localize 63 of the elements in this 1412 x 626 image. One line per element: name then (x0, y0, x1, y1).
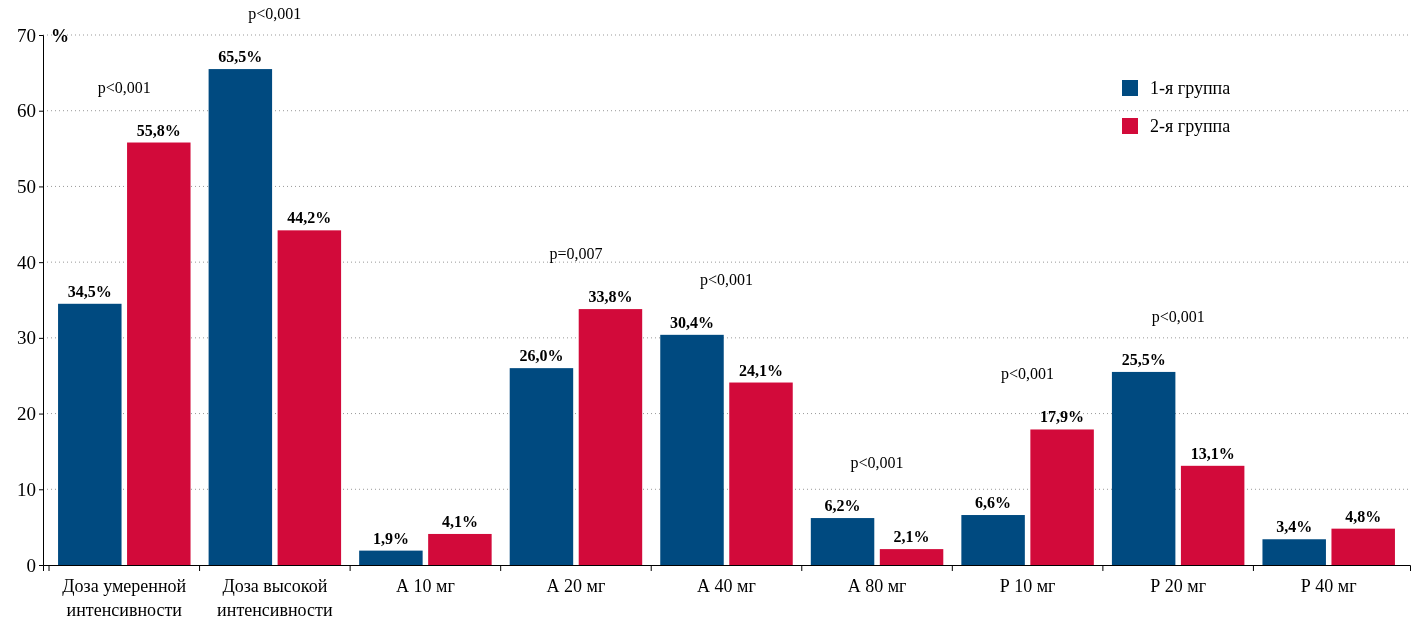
y-tick-label: 60 (17, 100, 36, 122)
bar (208, 69, 273, 565)
text: 2,1% (893, 528, 930, 546)
text: 4,1% (441, 512, 478, 530)
x-tick-label: А 20 мг (546, 576, 606, 596)
x-tick-label: Р 10 мг (999, 576, 1056, 596)
bar (1331, 528, 1395, 565)
x-tick-label: А 10 мг (396, 576, 455, 596)
text: 3,4% (1276, 518, 1313, 536)
bar (578, 309, 643, 565)
text: 24,1% (739, 361, 783, 379)
y-tick-label: 40 (17, 251, 36, 273)
bar (359, 550, 423, 565)
bar (729, 382, 793, 565)
annotation: p<0,001 (850, 454, 904, 473)
y-tick-label: 30 (17, 327, 36, 349)
text: 25,5% (1121, 350, 1166, 368)
bar (879, 549, 944, 565)
text: 13,1% (1190, 444, 1235, 462)
annotation: p<0,001 (1001, 365, 1055, 384)
x-tick-label: Доза высокой интенсивности (217, 576, 333, 620)
bar (1111, 371, 1176, 565)
text: p<0,001 (248, 5, 302, 24)
bar (961, 515, 1025, 565)
bar (127, 142, 191, 565)
text: 26,0% (519, 347, 564, 365)
annotation: p<0,001 (699, 270, 754, 289)
x-tick-label: Р 20 мг (1150, 576, 1207, 596)
y-tick-label: 10 (17, 478, 36, 500)
bar (1030, 429, 1094, 565)
x-tick-label: Доза умеренной интенсивности (62, 576, 187, 620)
text: 1,9% (372, 529, 409, 547)
text: 6,6% (975, 494, 1012, 512)
text: 33,8% (588, 288, 633, 306)
bar (58, 303, 122, 565)
x-tick-label: Р 40 мг (1300, 576, 1357, 596)
text: 6,2% (824, 497, 861, 515)
annotation: p=0,007 (549, 245, 603, 264)
text: 34,5% (67, 282, 112, 300)
y-tick-label: 50 (17, 176, 36, 198)
y-tick-label: 20 (17, 403, 36, 425)
y-tick-label: 0 (26, 554, 36, 576)
text: 17,9% (1040, 408, 1085, 426)
text: 44,2% (287, 209, 332, 227)
bar (1180, 465, 1245, 565)
text: 4,8% (1345, 507, 1382, 525)
y-tick-label: 70 (17, 24, 36, 46)
bar (277, 230, 342, 565)
y-axis-title: % (51, 26, 69, 46)
bar (810, 518, 875, 565)
x-tick-label: А 40 мг (697, 576, 756, 596)
bar (1262, 539, 1326, 565)
annotation: p<0,001 (97, 78, 151, 97)
text: 55,8% (136, 121, 181, 139)
annotation: p<0,001 (1151, 307, 1205, 326)
x-tick-label: А 80 мг (847, 576, 907, 596)
bar (428, 533, 492, 565)
legend-label: 2-я группа (1150, 116, 1231, 136)
bar (660, 334, 724, 565)
text: 65,5% (218, 48, 263, 66)
text: 30,4% (670, 313, 714, 331)
legend-label: 1-я группа (1150, 78, 1231, 98)
bar (509, 368, 574, 565)
